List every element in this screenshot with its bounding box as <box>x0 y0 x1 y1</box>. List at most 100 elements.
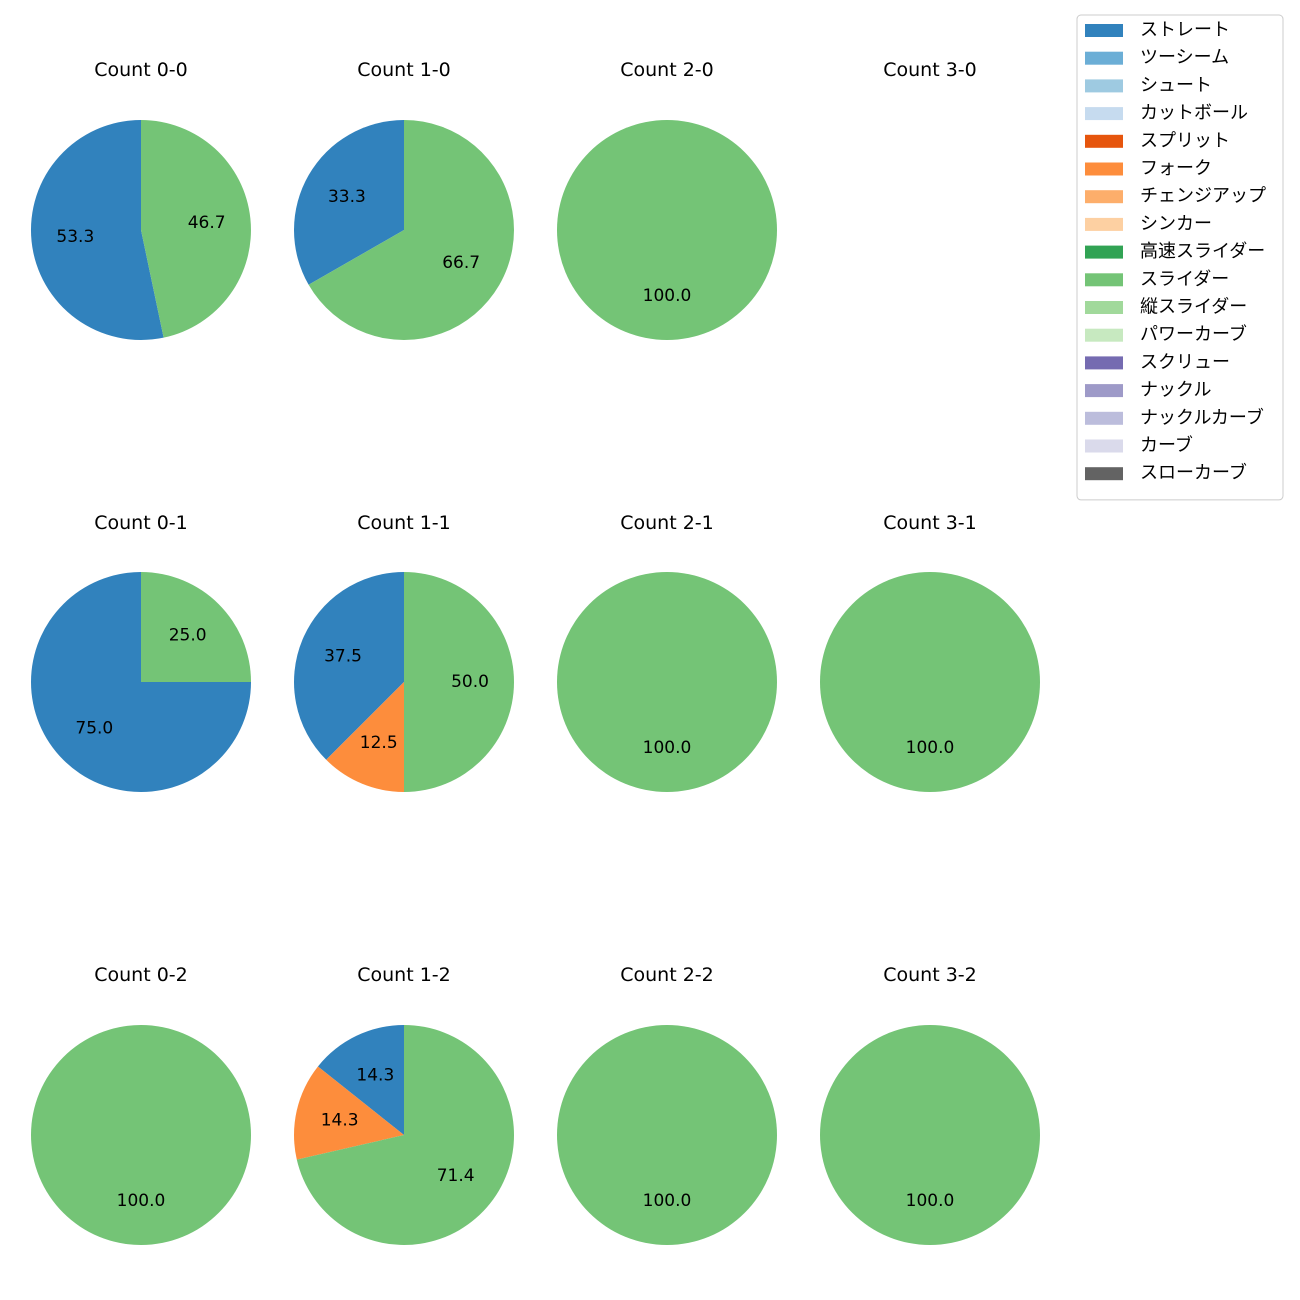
legend-swatch <box>1085 439 1123 453</box>
slice-label: 53.3 <box>56 227 94 247</box>
slice-label: 75.0 <box>75 719 113 739</box>
legend-frame <box>1076 14 1284 501</box>
slice-label: 100.0 <box>643 738 692 758</box>
pie-slice-33-3-0 <box>293 120 404 285</box>
legend-label: スクリュー <box>1140 352 1230 373</box>
legend-entry-7: シンカー <box>1085 213 1212 234</box>
legend-label: 縦スライダー <box>1140 297 1247 318</box>
legend-entry-3: カットボール <box>1085 103 1248 124</box>
legend-swatch <box>1085 328 1123 342</box>
legend-swatch <box>1085 384 1123 398</box>
legend-swatch <box>1085 134 1123 148</box>
slice-label: 71.4 <box>437 1166 475 1186</box>
legend-entry-10: 縦スライダー <box>1085 297 1247 318</box>
legend-entry-0: ストレート <box>1085 20 1230 41</box>
legend-swatch <box>1085 301 1123 314</box>
legend-entry-4: スプリット <box>1085 130 1230 151</box>
pie-slice-14-3-0 <box>317 1025 404 1135</box>
panel-title: Count 0-1 <box>94 512 188 534</box>
legend-entry-13: ナックル <box>1085 380 1211 401</box>
legend-label: シンカー <box>1140 213 1212 234</box>
pie-panel-count-1-1: Count 1-1 37.5 12.5 50.0 <box>294 512 514 792</box>
legend-entry-1: ツーシーム <box>1085 47 1229 68</box>
slice-label: 100.0 <box>643 286 692 306</box>
legend-label: 高速スライダー <box>1140 241 1265 262</box>
panel-title: Count 0-0 <box>94 59 188 81</box>
legend-label: カーブ <box>1140 434 1193 456</box>
slice-label: 100.0 <box>906 1191 955 1211</box>
legend-label: チェンジアップ <box>1140 186 1266 207</box>
legend-swatch <box>1085 245 1123 259</box>
legend-swatch <box>1085 190 1123 204</box>
legend-swatch <box>1085 107 1123 121</box>
legend-swatch <box>1085 162 1123 176</box>
legend-entry-5: フォーク <box>1085 158 1212 179</box>
legend-entry-6: チェンジアップ <box>1085 186 1266 207</box>
slice-label: 25.0 <box>169 625 207 645</box>
legend-entry-14: ナックルカーブ <box>1085 406 1264 428</box>
pie-panel-count-1-0: Count 1-0 33.3 66.7 <box>293 59 514 340</box>
legend-swatch <box>1085 411 1123 425</box>
legend-swatch <box>1085 467 1123 481</box>
slice-label: 37.5 <box>324 647 362 667</box>
legend-label: シュート <box>1140 75 1212 96</box>
slice-label: 100.0 <box>117 1191 166 1211</box>
pie-panel-count-0-0: Count 0-0 53.3 46.7 <box>30 59 251 341</box>
pie-panel-count-3-0: Count 3-0 <box>883 59 977 81</box>
legend-label: ストレート <box>1140 20 1230 41</box>
panel-title: Count 2-0 <box>620 59 714 81</box>
legend-swatch <box>1085 79 1123 93</box>
slice-label: 46.7 <box>188 213 226 233</box>
pie-panel-count-2-2: Count 2-2 100.0 <box>557 964 777 1245</box>
slice-label: 14.3 <box>321 1110 359 1130</box>
panel-title: Count 3-1 <box>883 512 977 534</box>
panel-title: Count 1-2 <box>357 964 451 986</box>
legend-entry-11: パワーカーブ <box>1085 323 1247 345</box>
legend-entry-15: カーブ <box>1085 434 1193 456</box>
pie-slice-50-0-2 <box>404 572 514 792</box>
legend-swatch <box>1085 51 1123 65</box>
pie-panel-count-1-2: Count 1-2 14.3 14.3 71.4 <box>293 964 514 1245</box>
legend-swatch <box>1085 24 1123 37</box>
slice-label: 14.3 <box>356 1066 394 1086</box>
pie-slice-25-0-1 <box>141 572 251 682</box>
legend-entry-16: スローカーブ <box>1085 462 1247 484</box>
slice-label: 100.0 <box>906 738 955 758</box>
pie-panel-count-2-0: Count 2-0 100.0 <box>557 59 777 340</box>
pie-slice-71-4-2 <box>296 1025 514 1245</box>
legend-swatch <box>1085 356 1123 370</box>
pie-panel-count-0-1: Count 0-1 75.0 25.0 <box>31 512 251 792</box>
pie-slice-full <box>31 1025 251 1245</box>
legend-label: ツーシーム <box>1140 47 1229 68</box>
legend-entry-12: スクリュー <box>1085 352 1230 373</box>
slice-label: 66.7 <box>442 253 480 273</box>
panel-title: Count 0-2 <box>94 964 188 986</box>
pie-panel-count-0-2: Count 0-2 100.0 <box>31 964 251 1245</box>
pie-slice-66-7-1 <box>308 120 514 340</box>
pie-slice-full <box>557 120 777 340</box>
slice-label: 12.5 <box>360 733 398 753</box>
legend-swatch <box>1085 217 1123 231</box>
pie-slice-full <box>820 572 1040 792</box>
legend-entry-8: 高速スライダー <box>1085 241 1265 262</box>
pie-slice-14-3-1 <box>293 1066 404 1160</box>
panel-title: Count 3-2 <box>883 964 977 986</box>
panel-title: Count 1-1 <box>357 512 451 534</box>
legend-label: スプリット <box>1140 130 1230 151</box>
legend-entry-2: シュート <box>1085 75 1212 96</box>
legend-label: ナックルカーブ <box>1140 406 1264 428</box>
panel-title: Count 2-2 <box>620 964 714 986</box>
pie-panel-count-2-1: Count 2-1 100.0 <box>557 512 777 792</box>
panel-title: Count 3-0 <box>883 59 977 81</box>
legend-label: ナックル <box>1140 380 1211 401</box>
pie-slice-full <box>557 572 777 792</box>
pie-slice-53-3-0 <box>30 119 164 341</box>
pie-slice-37-5-0 <box>294 572 404 760</box>
slice-label: 100.0 <box>643 1191 692 1211</box>
legend-label: スローカーブ <box>1140 462 1247 484</box>
panel-title: Count 1-0 <box>357 59 451 81</box>
pie-slice-12-5-1 <box>326 682 404 792</box>
pie-panel-count-3-1: Count 3-1 100.0 <box>820 512 1040 792</box>
